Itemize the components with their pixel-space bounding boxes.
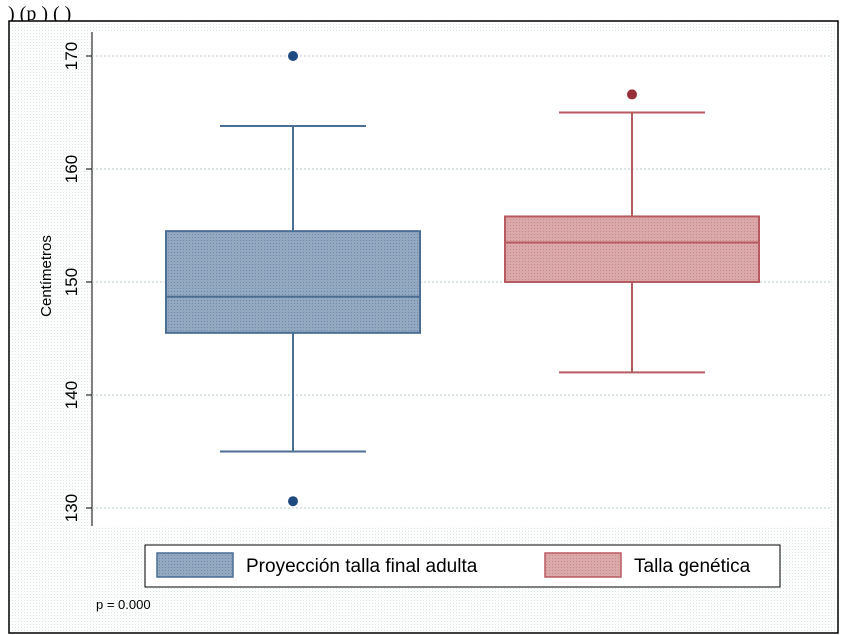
iqr-box [504,215,760,284]
iqr-box [165,230,421,334]
legend-label-talla-genetica: Talla genética [634,556,751,577]
outlier-point [627,89,637,100]
y-tick-label: 150 [62,268,81,296]
box-proyeccion [165,51,421,507]
box-talla-genetica [504,89,760,374]
legend-swatch-talla-genetica [544,552,622,578]
outlier-point [288,51,298,61]
box-series [165,51,760,507]
y-axis-ticks: 130 140 150 160 170 [62,42,92,522]
p-value-note: p = 0.000 [96,597,151,612]
caption-fragment: ) (p ) ( ) [8,3,71,25]
grid-lines [92,55,831,509]
legend-box [144,544,781,588]
outlier-point [288,496,298,507]
legend-swatch-proyeccion [156,552,234,578]
y-tick-label: 160 [62,155,81,183]
legend: Proyección talla final adulta Talla gené… [144,544,781,588]
legend-label-proyeccion: Proyección talla final adulta [246,556,478,577]
y-tick-label: 140 [62,381,81,409]
y-tick-label: 130 [62,494,81,522]
y-axis-label: Centímetros [38,235,55,317]
y-tick-label: 170 [62,42,81,70]
